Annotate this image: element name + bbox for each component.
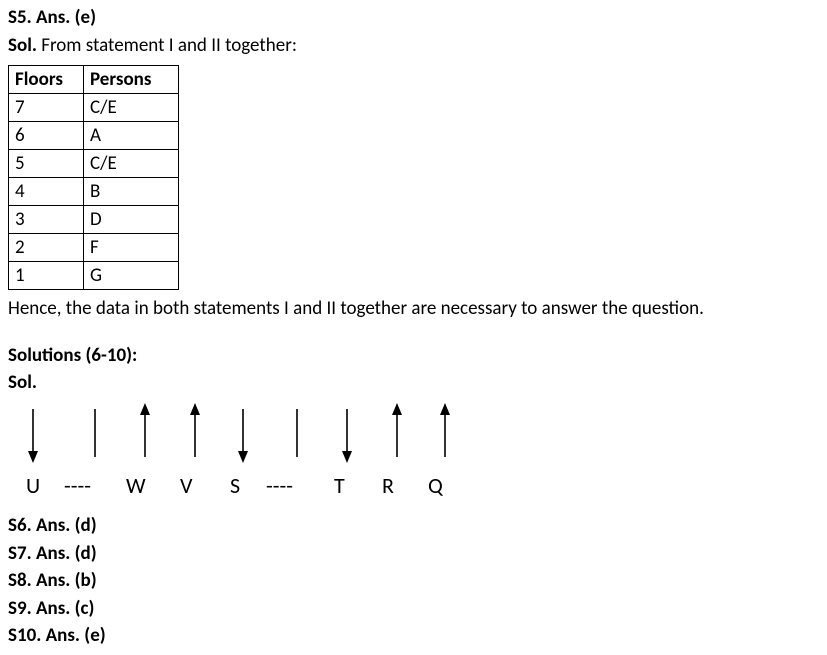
diagram-letter: Q	[428, 472, 443, 499]
table-header-row: Floors Persons	[9, 66, 179, 94]
table-cell: 6	[9, 122, 84, 150]
answer-line: S6. Ans. (d)	[8, 513, 819, 540]
diagram-dash: ----	[64, 472, 91, 499]
answer-line: S9. Ans. (c)	[8, 596, 819, 623]
arrow-up-icon	[436, 403, 454, 463]
solutions-6-10-header-text: Solutions (6-10):	[8, 344, 137, 367]
table-cell: C/E	[84, 94, 179, 122]
s5-sol-label: Sol.	[8, 34, 37, 57]
table-cell: 3	[9, 206, 84, 234]
table-cell: F	[84, 234, 179, 262]
s5-title: S5. Ans. (e)	[8, 5, 819, 32]
arrow-up-icon	[388, 403, 406, 463]
diagram-letter: T	[334, 472, 345, 499]
solutions-6-10-header: Solutions (6-10):	[8, 343, 819, 370]
table-row: 7C/E	[9, 94, 179, 122]
answer-text: S7. Ans. (d)	[8, 542, 97, 565]
direction-diagram: U ---- W V S ---- T R Q	[8, 401, 819, 511]
col-header-persons: Persons	[84, 66, 179, 94]
answer-text: S8. Ans. (b)	[8, 569, 97, 592]
vertical-line-icon	[86, 403, 104, 463]
floors-table: Floors Persons 7C/E6A5C/E4B3D2F1G	[8, 65, 179, 290]
table-cell: G	[84, 262, 179, 290]
table-row: 5C/E	[9, 150, 179, 178]
arrow-up-icon	[136, 403, 154, 463]
answer-line: S7. Ans. (d)	[8, 541, 819, 568]
s5-title-text: S5. Ans. (e)	[8, 6, 96, 29]
diagram-letter: U	[26, 472, 40, 499]
answer-line: S8. Ans. (b)	[8, 568, 819, 595]
answers-block: S6. Ans. (d) S7. Ans. (d) S8. Ans. (b) S9. …	[8, 513, 819, 650]
diagram-letter: R	[382, 472, 394, 499]
table-cell: 2	[9, 234, 84, 262]
table-cell: B	[84, 178, 179, 206]
table-row: 4B	[9, 178, 179, 206]
vertical-line-icon	[288, 403, 306, 463]
arrow-up-icon	[186, 403, 204, 463]
table-cell: D	[84, 206, 179, 234]
s5-sol-line: Sol. From statement I and II together:	[8, 33, 819, 60]
table-cell: 4	[9, 178, 84, 206]
s5-conclusion: Hence, the data in both statements I and…	[8, 296, 819, 323]
answer-text: S6. Ans. (d)	[8, 514, 97, 537]
table-row: 1G	[9, 262, 179, 290]
table-cell: 7	[9, 94, 84, 122]
diagram-letter: S	[230, 472, 240, 499]
table-row: 2F	[9, 234, 179, 262]
diagram-dash: ----	[266, 472, 293, 499]
table-row: 3D	[9, 206, 179, 234]
arrow-down-icon	[338, 403, 356, 463]
col-header-floors: Floors	[9, 66, 84, 94]
table-cell: 5	[9, 150, 84, 178]
table-cell: A	[84, 122, 179, 150]
answer-text: S9. Ans. (c)	[8, 597, 94, 620]
arrow-down-icon	[234, 403, 252, 463]
table-row: 6A	[9, 122, 179, 150]
arrow-down-icon	[24, 403, 42, 463]
answer-line: S10. Ans. (e)	[8, 623, 819, 650]
answer-text: S10. Ans. (e)	[8, 624, 106, 647]
diagram-letter: V	[180, 472, 192, 499]
table-cell: C/E	[84, 150, 179, 178]
diagram-letter: W	[126, 472, 146, 499]
s5-sol-text: From statement I and II together:	[37, 34, 297, 57]
solutions-6-10-sol-label: Sol.	[8, 371, 37, 394]
table-cell: 1	[9, 262, 84, 290]
solutions-6-10-sol: Sol.	[8, 370, 819, 397]
